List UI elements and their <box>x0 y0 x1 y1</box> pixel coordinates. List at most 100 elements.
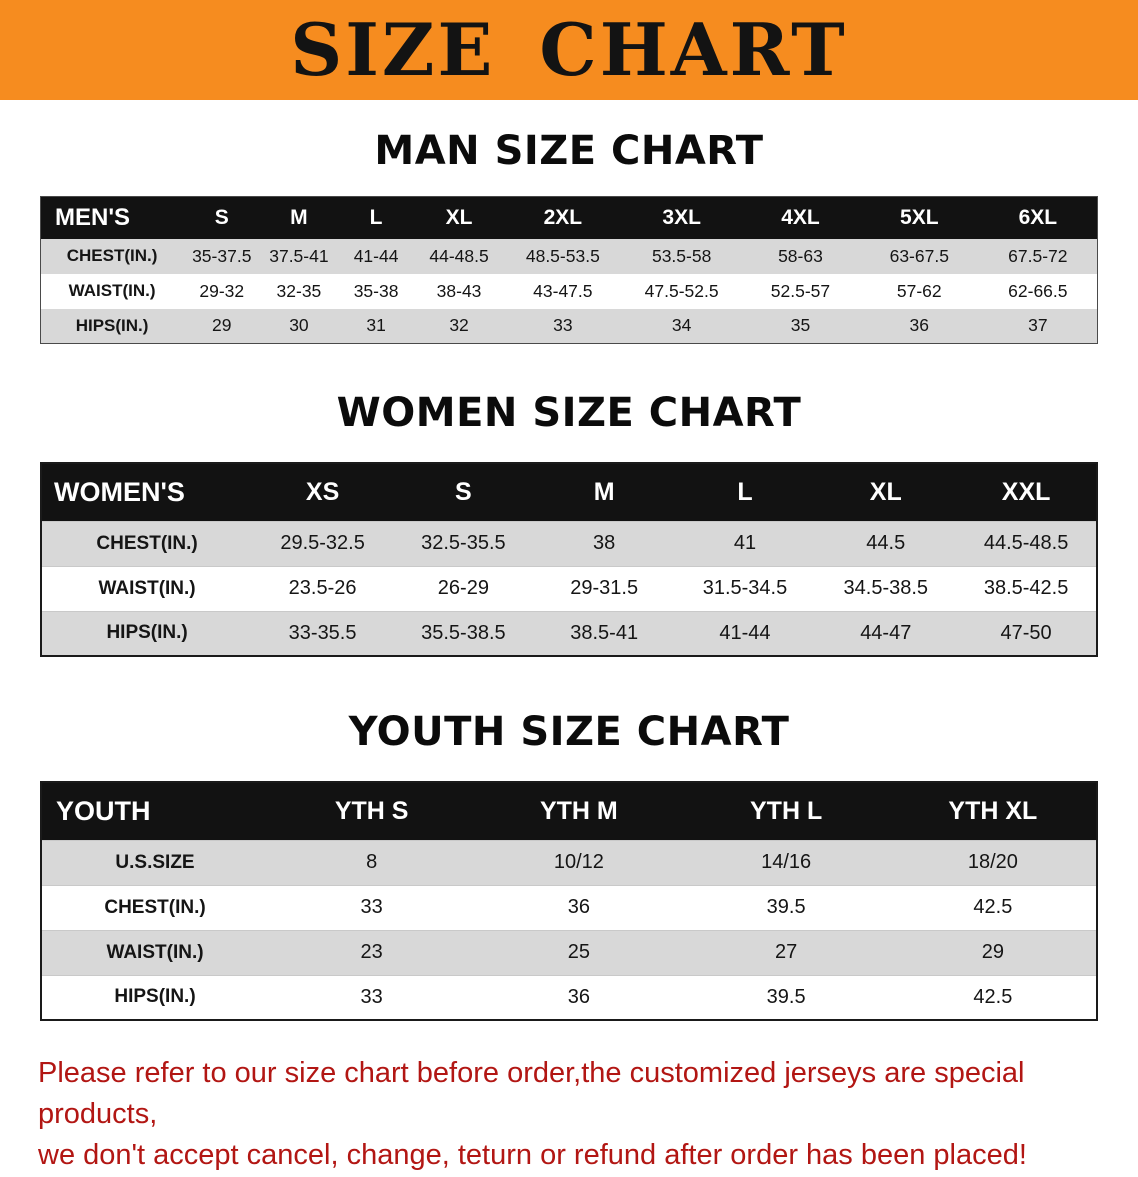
size-header-cell: M <box>260 196 338 239</box>
value-cell: 33-35.5 <box>252 610 393 656</box>
value-cell: 39.5 <box>682 884 890 930</box>
size-header-cell: S <box>183 196 261 239</box>
value-cell: 32.5-35.5 <box>392 520 534 566</box>
row-label-cell: CHEST(IN.) <box>40 238 184 274</box>
size-header-cell: XXL <box>956 463 1097 521</box>
value-cell: 67.5-72 <box>978 238 1098 274</box>
value-cell: 35-37.5 <box>183 238 261 274</box>
value-cell: 38-43 <box>414 273 504 309</box>
value-cell: 10/12 <box>475 839 683 885</box>
row-label-cell: WAIST(IN.) <box>40 273 184 309</box>
row-label-cell: WAIST(IN.) <box>41 929 269 975</box>
value-cell: 47.5-52.5 <box>622 273 742 309</box>
size-header-cell: YTH S <box>268 782 476 840</box>
value-cell: 36 <box>859 308 979 344</box>
value-cell: 29 <box>889 929 1097 975</box>
table-title-cell: YOUTH <box>41 782 269 840</box>
value-cell: 27 <box>682 929 890 975</box>
value-cell: 33 <box>268 974 476 1020</box>
size-header-cell: L <box>674 463 816 521</box>
youth-section-heading: YOUTH SIZE CHART <box>348 709 790 755</box>
value-cell: 32 <box>414 308 504 344</box>
value-cell: 36 <box>475 884 683 930</box>
value-cell: 36 <box>475 974 683 1020</box>
size-table: MEN'S S M L XL 2XL 3XL 4XL 5XL 6XL CHEST(IN.) 35-37… <box>40 196 1098 344</box>
row-label-cell: HIPS(IN.) <box>41 610 253 656</box>
size-header-cell: 2XL <box>503 196 623 239</box>
value-cell: 37 <box>978 308 1098 344</box>
size-header-cell: XL <box>815 463 957 521</box>
table-title-cell: MEN'S <box>40 196 184 239</box>
value-cell: 33 <box>268 884 476 930</box>
value-cell: 48.5-53.5 <box>503 238 623 274</box>
value-cell: 53.5-58 <box>622 238 742 274</box>
value-cell: 35 <box>741 308 860 344</box>
value-cell: 63-67.5 <box>859 238 979 274</box>
value-cell: 44-48.5 <box>414 238 504 274</box>
value-cell: 44.5-48.5 <box>956 520 1097 566</box>
table-row: CHEST(IN.) 29.5-32.5 32.5-35.5 38 41 44.5 44.5… <box>41 520 1097 566</box>
value-cell: 29 <box>183 308 261 344</box>
value-cell: 57-62 <box>859 273 979 309</box>
value-cell: 41-44 <box>337 238 415 274</box>
table-row: CHEST(IN.) 33 36 39.5 42.5 <box>41 884 1097 930</box>
size-header-cell: 3XL <box>622 196 742 239</box>
youth-section: YOUTH SIZE CHART YOUTH YTH S YTH M YTH L YTH… <box>0 709 1138 1021</box>
youth-size-table: YOUTH YTH S YTH M YTH L YTH XL U.S.SIZE 8 10/12… <box>40 781 1098 1021</box>
women-section: WOMEN SIZE CHART WOMEN'S XS S M L XL XXL CHEST(… <box>0 390 1138 657</box>
value-cell: 62-66.5 <box>978 273 1098 309</box>
value-cell: 41 <box>674 520 816 566</box>
value-cell: 58-63 <box>741 238 860 274</box>
value-cell: 31 <box>337 308 415 344</box>
value-cell: 38.5-42.5 <box>956 565 1097 611</box>
value-cell: 18/20 <box>889 839 1097 885</box>
men-section: MAN SIZE CHART MEN'S S M L XL 2XL 3XL 4XL 5XL 6XL… <box>0 128 1138 344</box>
order-notice: Please refer to our size chart before or… <box>38 1053 1100 1177</box>
notice-line-1: Please refer to our size chart before or… <box>38 1057 1025 1131</box>
value-cell: 38.5-41 <box>533 610 675 656</box>
value-cell: 42.5 <box>889 974 1097 1020</box>
value-cell: 35.5-38.5 <box>392 610 534 656</box>
size-header-cell: S <box>392 463 534 521</box>
table-header-row: MEN'S S M L XL 2XL 3XL 4XL 5XL 6XL <box>40 196 1098 239</box>
value-cell: 29-32 <box>183 273 261 309</box>
table-row: HIPS(IN.) 33 36 39.5 42.5 <box>41 974 1097 1020</box>
value-cell: 44-47 <box>815 610 957 656</box>
banner: SIZE CHART <box>0 0 1138 100</box>
row-label-cell: CHEST(IN.) <box>41 884 269 930</box>
table-row: WAIST(IN.) 23 25 27 29 <box>41 929 1097 975</box>
men-size-table: MEN'S S M L XL 2XL 3XL 4XL 5XL 6XL CHEST(IN.) 35-37… <box>40 196 1098 344</box>
value-cell: 29-31.5 <box>533 565 675 611</box>
value-cell: 47-50 <box>956 610 1097 656</box>
value-cell: 34.5-38.5 <box>815 565 957 611</box>
value-cell: 31.5-34.5 <box>674 565 816 611</box>
size-table: YOUTH YTH S YTH M YTH L YTH XL U.S.SIZE 8 10/12… <box>40 781 1098 1021</box>
value-cell: 14/16 <box>682 839 890 885</box>
value-cell: 44.5 <box>815 520 957 566</box>
value-cell: 25 <box>475 929 683 975</box>
table-row: WAIST(IN.) 23.5-26 26-29 29-31.5 31.5-34.5 34… <box>41 565 1097 611</box>
table-header-row: YOUTH YTH S YTH M YTH L YTH XL <box>41 782 1097 840</box>
value-cell: 35-38 <box>337 273 415 309</box>
row-label-cell: HIPS(IN.) <box>41 974 269 1020</box>
size-header-cell: L <box>337 196 415 239</box>
value-cell: 34 <box>622 308 742 344</box>
size-header-cell: YTH M <box>475 782 683 840</box>
women-section-heading: WOMEN SIZE CHART <box>336 390 802 436</box>
page-title: SIZE CHART <box>290 7 848 92</box>
size-header-cell: 4XL <box>741 196 860 239</box>
table-row: HIPS(IN.) 33-35.5 35.5-38.5 38.5-41 41-44 44-… <box>41 610 1097 656</box>
row-label-cell: WAIST(IN.) <box>41 565 253 611</box>
size-header-cell: M <box>533 463 675 521</box>
women-size-table: WOMEN'S XS S M L XL XXL CHEST(IN.) 29.5-32.5 32.5… <box>40 462 1098 657</box>
notice-line-2: we don't accept cancel, change, teturn o… <box>38 1139 1027 1172</box>
table-row: HIPS(IN.) 29 30 31 32 33 34 35 36 37 <box>40 308 1098 344</box>
row-label-cell: U.S.SIZE <box>41 839 269 885</box>
row-label-cell: CHEST(IN.) <box>41 520 253 566</box>
value-cell: 41-44 <box>674 610 816 656</box>
value-cell: 37.5-41 <box>260 238 338 274</box>
value-cell: 43-47.5 <box>503 273 623 309</box>
value-cell: 33 <box>503 308 623 344</box>
table-row: CHEST(IN.) 35-37.5 37.5-41 41-44 44-48.5 48.5… <box>40 238 1098 274</box>
